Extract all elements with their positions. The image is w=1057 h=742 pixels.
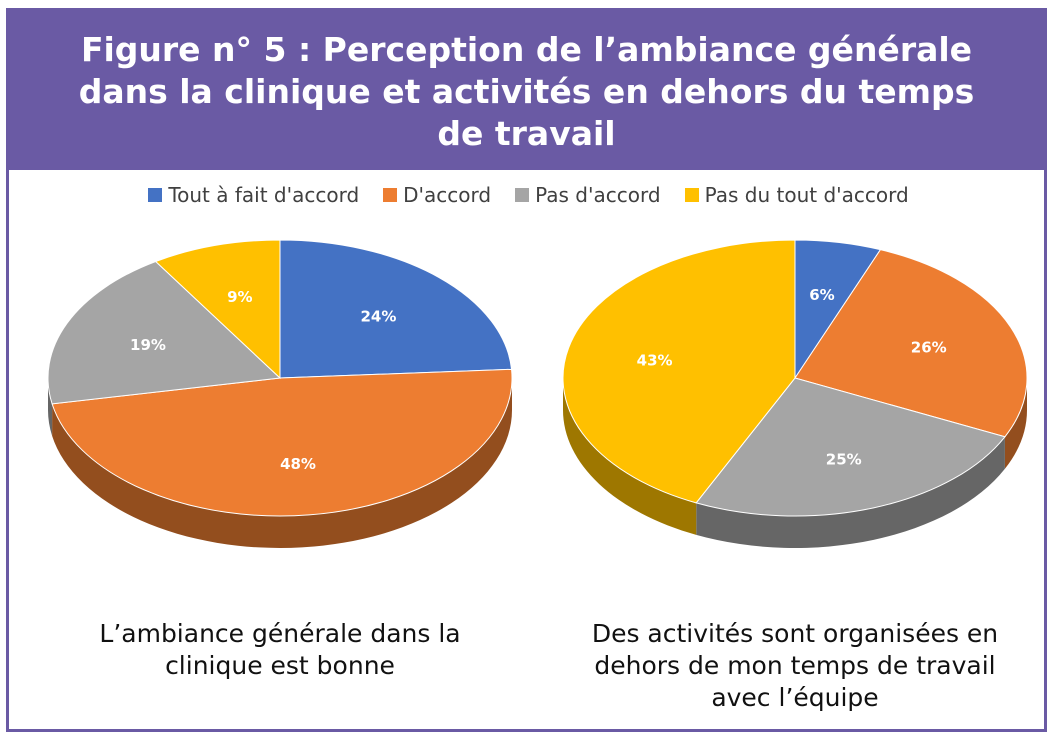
pie-chart-ambiance: 24% 48% 19% 9% (47, 239, 513, 548)
pie-slice-d-accord (794, 249, 1028, 438)
pie-slice-tout-a-fait-d-accord (279, 239, 513, 379)
legend-swatch-gray (515, 188, 530, 202)
title-line-1: Figure n° 5 : Perception de l’ambiance g… (80, 30, 973, 69)
pie-slice-pas-d-accord (695, 377, 1006, 517)
pie-side-d-accord (1004, 378, 1027, 469)
pie-side-pas-du-tout-d-accord (563, 378, 697, 535)
data-label-tout-a-fait-d-accord: 6% (809, 286, 834, 304)
caption-line: clinique est bonne (165, 651, 395, 680)
figure-title: Figure n° 5 : Perception de l’ambiance g… (9, 11, 1044, 170)
legend-item-pas-du-tout: Pas du tout d'accord (684, 183, 909, 207)
legend-label: Tout à fait d'accord (168, 183, 360, 207)
data-label-tout-a-fait-d-accord: 24% (361, 308, 397, 326)
caption-line: Des activités sont organisées en (591, 619, 999, 648)
data-label-pas-d-accord: 19% (130, 336, 166, 354)
pie-chart-activites: 6% 26% 25% 43% (562, 239, 1028, 548)
pie-slice-pas-d-accord (47, 260, 282, 405)
title-line-2: dans la clinique et activités en dehors … (78, 72, 975, 111)
legend-item-pas-d-accord: Pas d'accord (515, 183, 661, 207)
caption-right: Des activités sont organisées en dehors … (555, 618, 1035, 714)
pie-slice-pas-du-tout-d-accord (562, 239, 796, 504)
caption-line: dehors de mon temps de travail (594, 651, 996, 680)
pie-side-d-accord (52, 378, 512, 548)
pie-slice-d-accord (51, 368, 513, 517)
data-label-pas-d-accord: 25% (826, 451, 862, 469)
data-label-pas-du-tout-d-accord: 9% (227, 288, 252, 306)
legend-label: D'accord (403, 183, 492, 207)
title-line-3: de travail (437, 114, 616, 153)
data-label-pas-du-tout-d-accord: 43% (637, 351, 673, 369)
legend-item-d-accord: D'accord (383, 183, 491, 207)
legend-label: Pas d'accord (535, 183, 661, 207)
data-label-d-accord: 26% (911, 339, 947, 357)
legend-item-tout-a-fait: Tout à fait d'accord (148, 183, 359, 207)
data-label-d-accord: 48% (280, 455, 316, 473)
chart-legend: Tout à fait d'accord D'accord Pas d'acco… (0, 183, 1057, 207)
pie-slice-pas-du-tout-d-accord (154, 239, 281, 380)
pie-side-pas-d-accord (696, 436, 1005, 548)
caption-left: L’ambiance générale dans la clinique est… (40, 618, 520, 682)
legend-swatch-orange (383, 188, 398, 202)
legend-swatch-yellow (684, 188, 699, 202)
legend-label: Pas du tout d'accord (704, 183, 909, 207)
caption-line: avec l’équipe (711, 683, 879, 712)
legend-swatch-blue (148, 188, 163, 202)
caption-line: L’ambiance générale dans la (99, 619, 461, 648)
